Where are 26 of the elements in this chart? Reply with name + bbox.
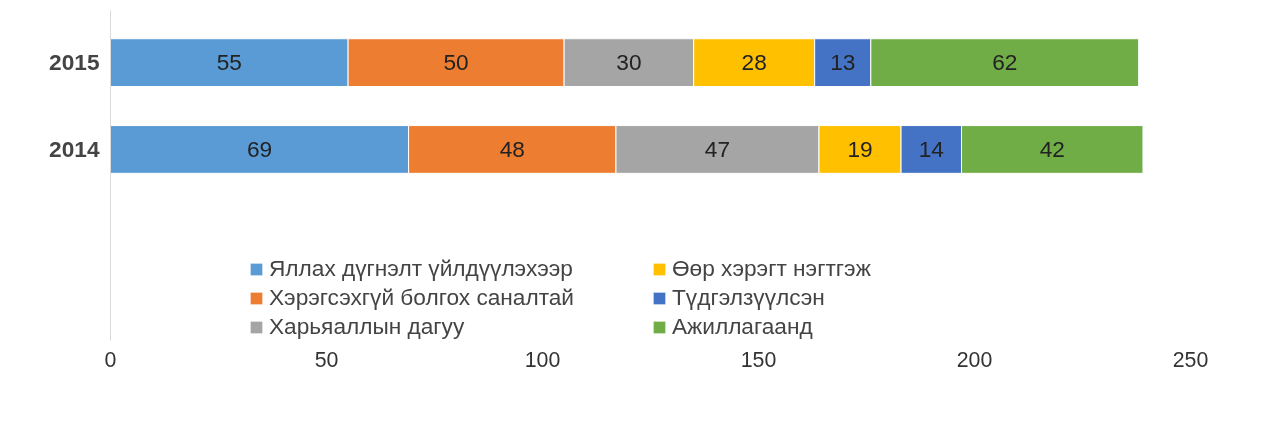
data-label: 62	[992, 49, 1018, 76]
data-label: 47	[704, 135, 731, 162]
legend-label: Ажиллагаанд	[672, 313, 814, 340]
data-label: 19	[847, 135, 873, 162]
data-label: 28	[741, 49, 767, 76]
legend-label: Харьяаллын дагуу	[269, 313, 466, 340]
data-label: 69	[246, 135, 273, 162]
y-tick-label: 2014	[49, 135, 100, 162]
x-tick-label: 0	[104, 347, 117, 372]
data-label: 42	[1039, 135, 1065, 162]
legend-label: Өөр хэрэгт нэгтгэж	[672, 255, 872, 282]
legend-label: Яллах дүгнэлт үйлдүүлэхээр	[269, 255, 574, 282]
legend-label: Хэрэгсэхгүй болгох саналтай	[269, 284, 576, 311]
x-tick-label: 250	[1172, 347, 1209, 372]
data-label: 55	[216, 49, 242, 76]
x-tick-label: 150	[740, 347, 777, 372]
data-label: 48	[499, 135, 525, 162]
x-tick-label: 200	[956, 347, 993, 372]
legend-label: Түдгэлзүүлсэн	[672, 284, 826, 311]
data-label: 14	[918, 135, 944, 162]
data-label: 13	[830, 49, 856, 76]
data-label: 50	[443, 49, 469, 76]
data-label: 30	[616, 49, 642, 76]
y-tick-label: 2015	[49, 49, 100, 76]
x-tick-label: 100	[524, 347, 561, 372]
x-tick-label: 50	[314, 347, 339, 372]
